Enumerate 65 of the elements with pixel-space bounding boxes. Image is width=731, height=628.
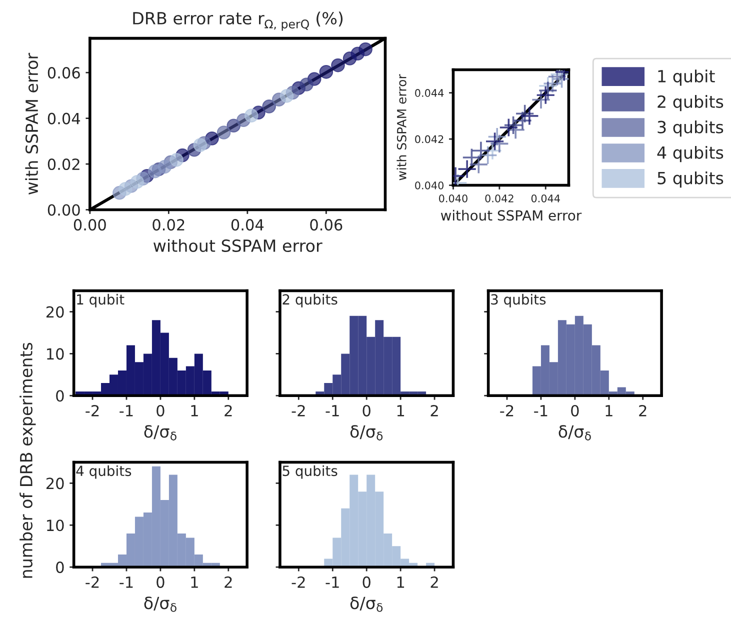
y-tick-label: 0 bbox=[56, 390, 64, 402]
x-tick-label: -2 bbox=[500, 404, 514, 416]
x-tick-label: 0.06 bbox=[310, 219, 342, 231]
y-axis-title: with SSPAM error bbox=[396, 74, 406, 180]
legend-label: 1 qubit bbox=[658, 70, 715, 86]
x-tick-label: 2 bbox=[224, 576, 232, 588]
x-tick-label: -2 bbox=[292, 404, 305, 416]
x-tick-label: 1 bbox=[191, 576, 198, 588]
annotation: 3 qubits bbox=[491, 294, 546, 308]
y-tick-label: 0.040 bbox=[415, 181, 444, 190]
x-tick-label: -2 bbox=[86, 404, 99, 416]
x-tick-label: 2 bbox=[430, 404, 438, 416]
x-tick-label: -1 bbox=[534, 405, 548, 416]
x-tick-label: 0.00 bbox=[74, 219, 106, 231]
x-tick-label: 0.040 bbox=[438, 194, 468, 202]
y-tick-label: 0.06 bbox=[48, 67, 80, 79]
x-tick-label: 0.02 bbox=[152, 219, 184, 231]
x-axis-title: δ/σ$_{δ}$ bbox=[144, 596, 176, 612]
y-axis-title: number of DRB experiments bbox=[20, 342, 36, 578]
x-axis-title: δ/σ$_{δ}$ bbox=[350, 425, 383, 440]
x-axis-title: δ/σ$_{δ}$ bbox=[144, 425, 176, 440]
x-axis-title: without SSPAM error bbox=[154, 239, 322, 252]
y-tick-label: 0.04 bbox=[48, 112, 80, 124]
x-tick-label: -1 bbox=[120, 576, 133, 588]
annotation: 5 qubits bbox=[282, 465, 338, 479]
legend-label: 3 qubits bbox=[658, 120, 724, 137]
x-tick-label: 0 bbox=[156, 576, 164, 588]
y-tick-label: 0.00 bbox=[48, 204, 80, 216]
x-tick-label: 1 bbox=[191, 405, 198, 416]
x-tick-label: -2 bbox=[292, 576, 305, 588]
x-tick-label: 2 bbox=[430, 576, 438, 588]
x-tick-label: -1 bbox=[120, 405, 133, 416]
y-tick-label: 20 bbox=[46, 306, 64, 318]
legend-label: 4 qubits bbox=[657, 146, 724, 162]
x-tick-label: 0.04 bbox=[231, 219, 264, 231]
x-tick-label: 0.042 bbox=[485, 194, 514, 202]
x-tick-label: 1 bbox=[606, 405, 612, 416]
y-tick-label: 20 bbox=[46, 478, 64, 490]
y-tick-label: 10 bbox=[47, 348, 64, 360]
x-tick-label: 0.044 bbox=[531, 194, 560, 202]
y-tick-label: 0.02 bbox=[48, 158, 80, 170]
x-tick-label: 2 bbox=[224, 404, 232, 416]
x-tick-label: 0 bbox=[571, 404, 579, 416]
y-tick-label: 0.044 bbox=[415, 89, 444, 97]
x-tick-label: -1 bbox=[326, 576, 339, 588]
y-axis-title: with SSPAM error bbox=[25, 52, 38, 194]
x-tick-label: 1 bbox=[397, 576, 404, 588]
y-tick-label: 0.042 bbox=[415, 135, 444, 144]
legend-label: 5 qubits bbox=[658, 171, 724, 188]
annotation: 2 qubits bbox=[282, 294, 338, 308]
x-tick-label: -1 bbox=[326, 405, 339, 416]
annotation: 4 qubits bbox=[76, 465, 132, 479]
y-tick-label: 0 bbox=[56, 562, 64, 574]
legend-label: 2 qubits bbox=[658, 95, 724, 112]
x-tick-label: 0 bbox=[362, 404, 370, 416]
x-tick-label: 1 bbox=[397, 405, 404, 416]
x-tick-label: 2 bbox=[639, 404, 646, 416]
annotation: 1 qubit bbox=[77, 294, 124, 308]
x-tick-label: -2 bbox=[86, 576, 99, 588]
x-tick-label: 0 bbox=[156, 404, 164, 416]
x-axis-title: δ/σ$_{δ}$ bbox=[350, 596, 383, 612]
y-tick-label: 10 bbox=[47, 520, 64, 532]
x-axis-title: δ/σ$_{δ}$ bbox=[558, 425, 591, 440]
x-axis-title: without SSPAM error bbox=[440, 210, 582, 221]
x-tick-label: 0 bbox=[362, 576, 370, 588]
